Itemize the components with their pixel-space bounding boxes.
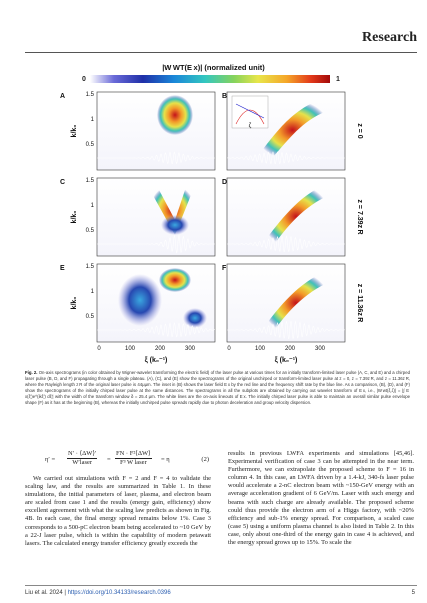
eq-frac1: N′ · ⟨ΔW⟩′ W′laser [67,450,98,467]
svg-text:1.5: 1.5 [86,178,95,184]
y-ticks: 1.5 1 0.5 1.5 1 0.5 1.5 1 0.5 [86,92,95,320]
eq-rhs: = η [161,456,170,463]
svg-text:200: 200 [285,346,296,352]
svg-text:1: 1 [91,117,95,123]
panel-label-C: C [60,179,65,186]
svg-text:300: 300 [315,346,326,352]
x-axis-label-left: ξ (k₀⁻¹) [145,357,168,364]
svg-text:0.5: 0.5 [86,142,95,148]
row-label-z0: z = 0 [356,123,363,138]
panel-E [96,263,216,343]
svg-text:100: 100 [255,346,266,352]
lineout-5 [227,320,345,340]
eq-number: (2) [201,456,209,463]
eq-frac2: FN · F²⟨ΔW⟩ F³ W laser [115,450,152,467]
row-label-z1136: z = 11.36z R [356,284,363,323]
svg-text:1.5: 1.5 [86,92,95,98]
panel-label-E: E [60,265,65,272]
lineout-3 [227,234,345,253]
lineout-4 [97,322,215,338]
panel-label-A: A [60,93,65,100]
footer-rule [25,585,417,586]
body-column-left: η′ = N′ · ⟨ΔW⟩′ W′laser = FN · F²⟨ΔW⟩ F³… [25,450,211,548]
lineout-0 [97,151,215,165]
row-label-z739: z = 7.39z R [356,199,363,234]
panel-label-D: D [222,179,227,186]
panel-F [226,263,346,343]
svg-text:0: 0 [97,346,101,352]
y-axis-label-row3: k/k₀ [71,297,78,310]
colorbar-max-label: 1 [336,76,340,83]
journal-name: Research [362,30,417,45]
field-lineouts [97,151,345,340]
panel-label-B: B [222,93,227,100]
header-rule [25,52,417,53]
x-ticks-left: 0 100 200 300 [97,346,195,352]
colorbar-min-label: 0 [82,76,86,83]
right-paragraph: results in previous LWFA experiments and… [228,450,414,547]
x-ticks-right: 0 100 200 300 [227,346,325,352]
equation-2: η′ = N′ · ⟨ΔW⟩′ W′laser = FN · F²⟨ΔW⟩ F³… [25,450,211,472]
x-axis-label-right: ξ (k₀⁻¹) [275,357,298,364]
panel-D [226,177,346,257]
svg-text:0: 0 [227,346,231,352]
svg-text:100: 100 [125,346,136,352]
svg-text:1: 1 [91,203,95,209]
footer-citation: Liu et al. 2024 | https://doi.org/10.341… [25,590,171,596]
citation-text: Liu et al. 2024 | [25,590,68,596]
left-paragraph: We carried out simulations with F = 2 an… [25,475,211,547]
inset-box [231,95,269,129]
eq-lhs: η′ = [45,456,56,463]
figure-caption: Fig. 2. On-axis spectrograms (in color o… [25,370,410,407]
lineout-1 [226,151,345,164]
svg-text:1.5: 1.5 [86,264,95,270]
colorbar [90,75,330,83]
caption-text: On-axis spectrograms (in color obtained … [25,370,410,406]
svg-text:1: 1 [91,289,95,295]
body-column-right: results in previous LWFA experiments and… [228,450,414,547]
svg-text:300: 300 [185,346,196,352]
svg-text:0.5: 0.5 [86,314,95,320]
eq-mid: = [107,456,111,463]
y-axis-label-row2: k/k₀ [71,211,78,224]
spectrogram-figure: A B C D E F k/k₀ k/k₀ k/k₀ 1.5 1 0.5 1.5… [60,91,363,364]
page-number: 5 [411,590,415,596]
svg-text:0.5: 0.5 [86,228,95,234]
colorbar-title: |W WT(E x)| (normalized unit) [162,63,265,72]
panel-A [96,91,216,171]
panel-C [96,177,216,257]
lineout-2 [97,234,215,254]
doi-link[interactable]: https://doi.org/10.34133/research.0396 [67,590,171,596]
svg-text:200: 200 [155,346,166,352]
y-axis-label-row1: k/k₀ [71,125,78,138]
caption-lead: Fig. 2. [25,370,38,375]
panel-label-F: F [222,265,227,272]
inset-label: ζ [249,123,252,129]
